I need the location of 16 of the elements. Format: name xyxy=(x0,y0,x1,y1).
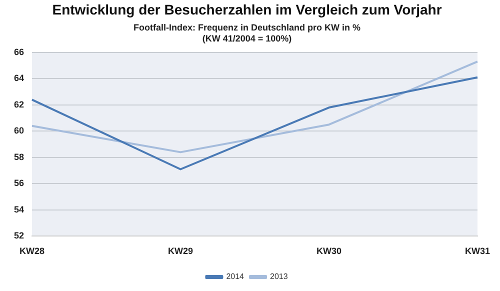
x-tick-label: KW29 xyxy=(168,246,194,256)
y-tick-label: 54 xyxy=(14,204,24,214)
y-tick-label: 66 xyxy=(14,46,24,57)
x-tick-label: KW28 xyxy=(20,246,45,256)
y-tick-label: 58 xyxy=(14,152,24,162)
x-tick-label: KW30 xyxy=(316,246,342,256)
y-tick-label: 62 xyxy=(14,99,24,110)
legend-label: 2013 xyxy=(270,272,288,282)
y-tick-label: 56 xyxy=(14,178,24,188)
chart-subtitle: Footfall-Index: Frequenz in Deutschland pro KW in % (KW 41/2004 = 100%) xyxy=(134,22,360,44)
y-tick-label: 60 xyxy=(14,126,24,136)
legend-label: 2014 xyxy=(226,272,245,282)
y-tick-label: 52 xyxy=(14,230,24,241)
chart-title: Entwicklung der Besucherzahlen im Vergleich zum Vorjahr xyxy=(52,1,442,18)
y-tick-label: 64 xyxy=(14,73,24,84)
x-tick-label: KW31 xyxy=(464,246,490,256)
